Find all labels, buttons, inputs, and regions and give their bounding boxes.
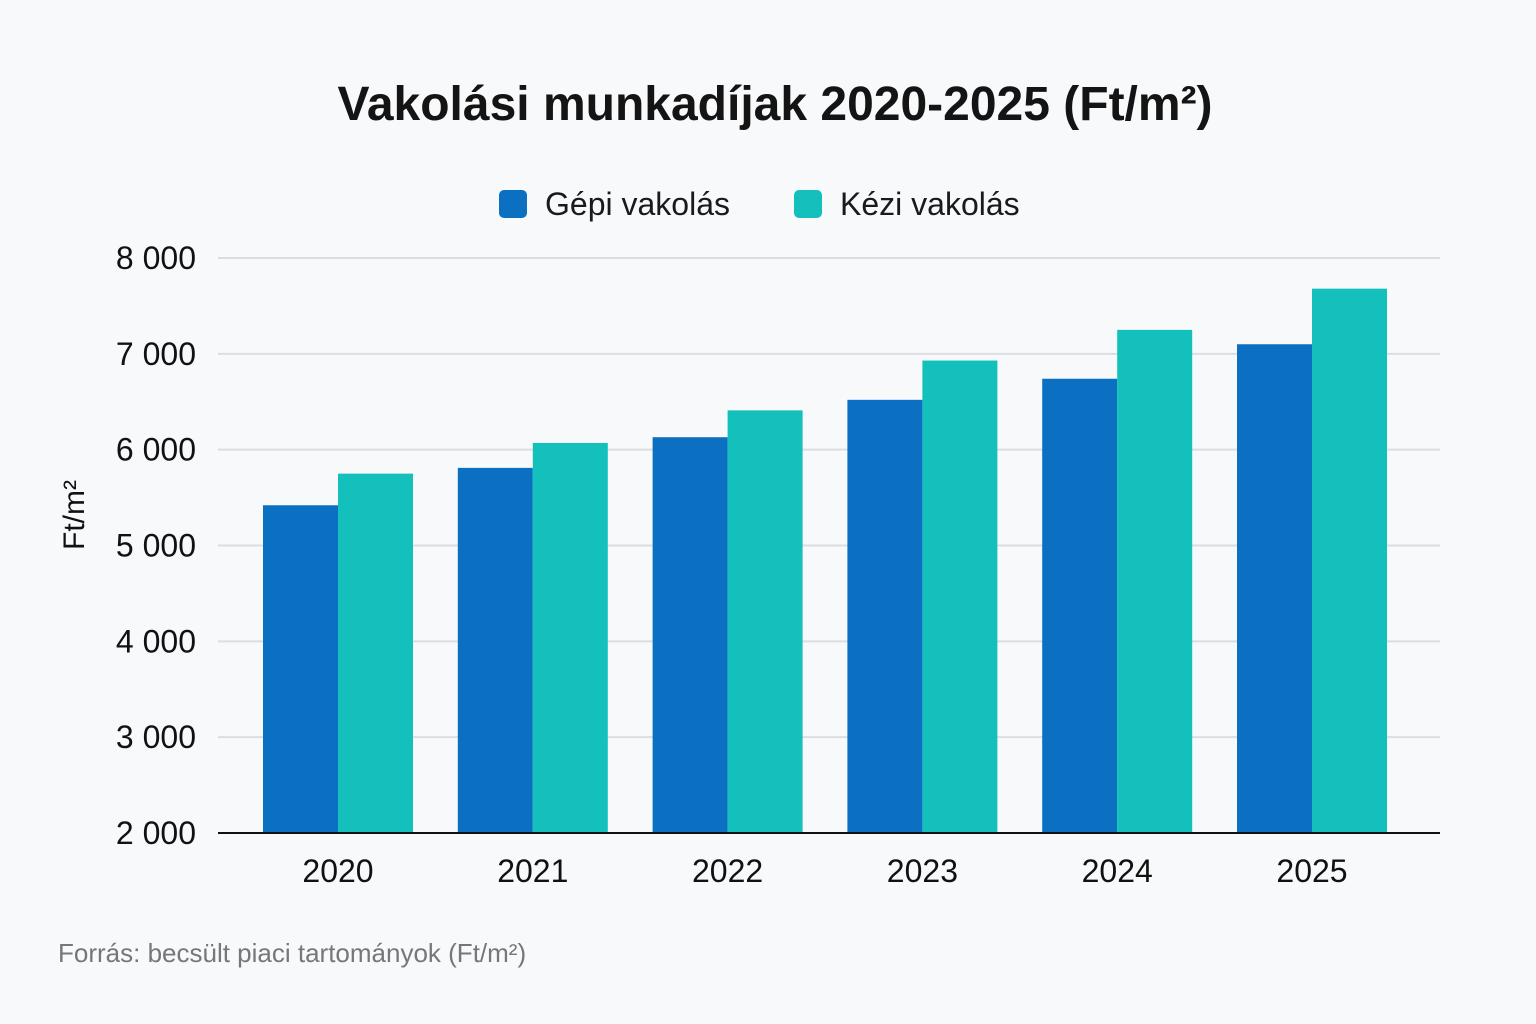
bar-kezi-2024 bbox=[1117, 329, 1193, 833]
y-tick-label: 2 000 bbox=[116, 815, 196, 851]
x-tick-label: 2024 bbox=[1082, 853, 1153, 889]
source-note: Forrás: becsült piaci tartományok (Ft/m²… bbox=[58, 938, 526, 968]
legend-label: Gépi vakolás bbox=[545, 186, 730, 222]
bar-gepi-2024 bbox=[1042, 378, 1118, 833]
y-tick-label: 3 000 bbox=[116, 719, 196, 755]
y-tick-label: 5 000 bbox=[116, 528, 196, 564]
bar-gepi-2022 bbox=[652, 437, 728, 833]
bar-kezi-2020 bbox=[338, 473, 413, 833]
y-tick-label: 6 000 bbox=[116, 432, 196, 468]
x-tick-label: 2020 bbox=[302, 853, 373, 889]
x-axis-ticks: 2020 2021 2022 2023 2024 2025 bbox=[302, 853, 1347, 889]
x-tick-label: 2025 bbox=[1276, 853, 1347, 889]
bar-kezi-2021 bbox=[532, 442, 608, 833]
bar-kezi-2023 bbox=[922, 360, 998, 833]
chart-title: Vakolási munkadíjak 2020-2025 (Ft/m²) bbox=[337, 78, 1212, 131]
legend-swatch bbox=[794, 190, 822, 218]
legend-swatch bbox=[499, 190, 527, 218]
bar-gepi-2023 bbox=[847, 399, 923, 833]
legend-label: Kézi vakolás bbox=[840, 186, 1020, 222]
bar-kezi-2022 bbox=[727, 410, 803, 833]
gridlines: 2 000 3 000 4 000 5 000 6 000 7 000 8 000 bbox=[116, 240, 1440, 851]
x-tick-label: 2021 bbox=[497, 853, 568, 889]
bar-gepi-2021 bbox=[457, 467, 533, 833]
x-tick-label: 2022 bbox=[692, 853, 763, 889]
bar-gepi-2020 bbox=[263, 505, 338, 833]
y-tick-label: 4 000 bbox=[116, 623, 196, 659]
y-tick-label: 7 000 bbox=[116, 336, 196, 372]
bar-gepi-2025 bbox=[1237, 344, 1312, 833]
bars bbox=[263, 288, 1387, 834]
y-tick-label: 8 000 bbox=[116, 240, 196, 276]
legend: Gépi vakolás Kézi vakolás bbox=[499, 186, 1020, 222]
bar-kezi-2025 bbox=[1312, 288, 1387, 834]
y-axis-label: Ft/m² bbox=[58, 480, 91, 550]
x-tick-label: 2023 bbox=[887, 853, 958, 889]
